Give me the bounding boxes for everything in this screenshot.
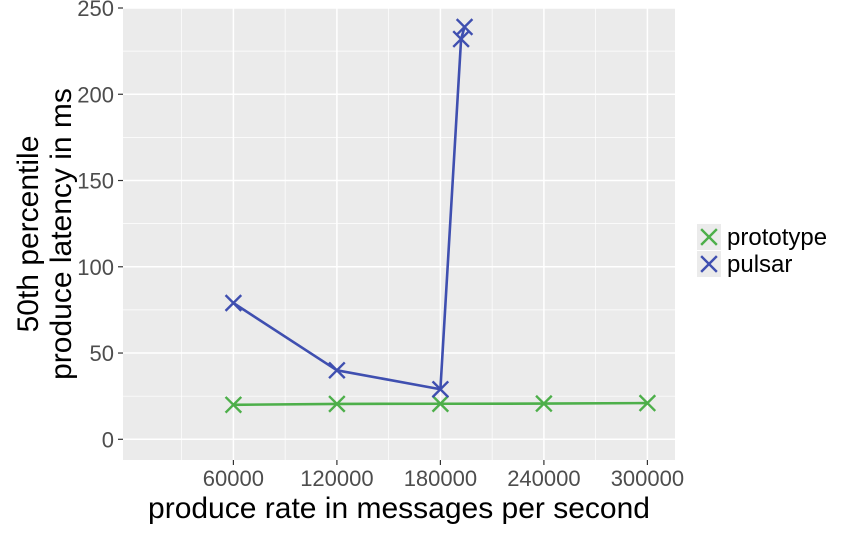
x-tick-label: 180000 xyxy=(404,466,477,491)
y-tick-label: 100 xyxy=(77,255,114,280)
data-point-prototype xyxy=(638,394,657,412)
y-tick-label: 150 xyxy=(77,169,114,194)
data-point-pulsar xyxy=(455,18,474,36)
x-tick-label: 240000 xyxy=(507,466,580,491)
y-tick-labels: 0 50 100 150 200 250 xyxy=(77,0,114,452)
x-tick-label: 60000 xyxy=(203,466,264,491)
x-tick-label: 300000 xyxy=(611,466,684,491)
data-point-pulsar xyxy=(328,361,346,379)
plot-panel xyxy=(123,8,675,460)
legend-label-prototype: prototype xyxy=(727,224,827,251)
data-point-prototype xyxy=(224,396,243,414)
x-tick-labels: 60000 120000 180000 240000 300000 xyxy=(203,466,684,491)
y-tick-label: 200 xyxy=(77,82,114,107)
x-axis-title: produce rate in messages per second xyxy=(148,492,650,525)
x-tick-label: 120000 xyxy=(300,466,373,491)
y-axis-title-line-2: produce latency in ms xyxy=(45,88,78,380)
grid-minor xyxy=(123,8,675,460)
y-tick-label: 50 xyxy=(90,341,114,366)
axis-ticks xyxy=(118,7,649,465)
legend-marker-prototype xyxy=(700,228,718,246)
y-tick-label: 0 xyxy=(102,427,114,452)
data-point-prototype xyxy=(431,395,450,413)
data-point-prototype xyxy=(328,395,346,413)
data-point-pulsar xyxy=(431,380,450,398)
legend-marker-pulsar xyxy=(700,255,718,273)
data-point-prototype xyxy=(535,394,553,413)
legend-label-pulsar: pulsar xyxy=(727,251,792,278)
data-point-pulsar xyxy=(224,294,243,312)
y-tick-label: 250 xyxy=(77,0,114,21)
series-layer xyxy=(224,18,657,414)
grid-major xyxy=(123,7,675,460)
y-axis-title: 50th percentile produce latency in ms xyxy=(12,88,78,380)
y-axis-title-line-1: 50th percentile xyxy=(12,136,45,333)
